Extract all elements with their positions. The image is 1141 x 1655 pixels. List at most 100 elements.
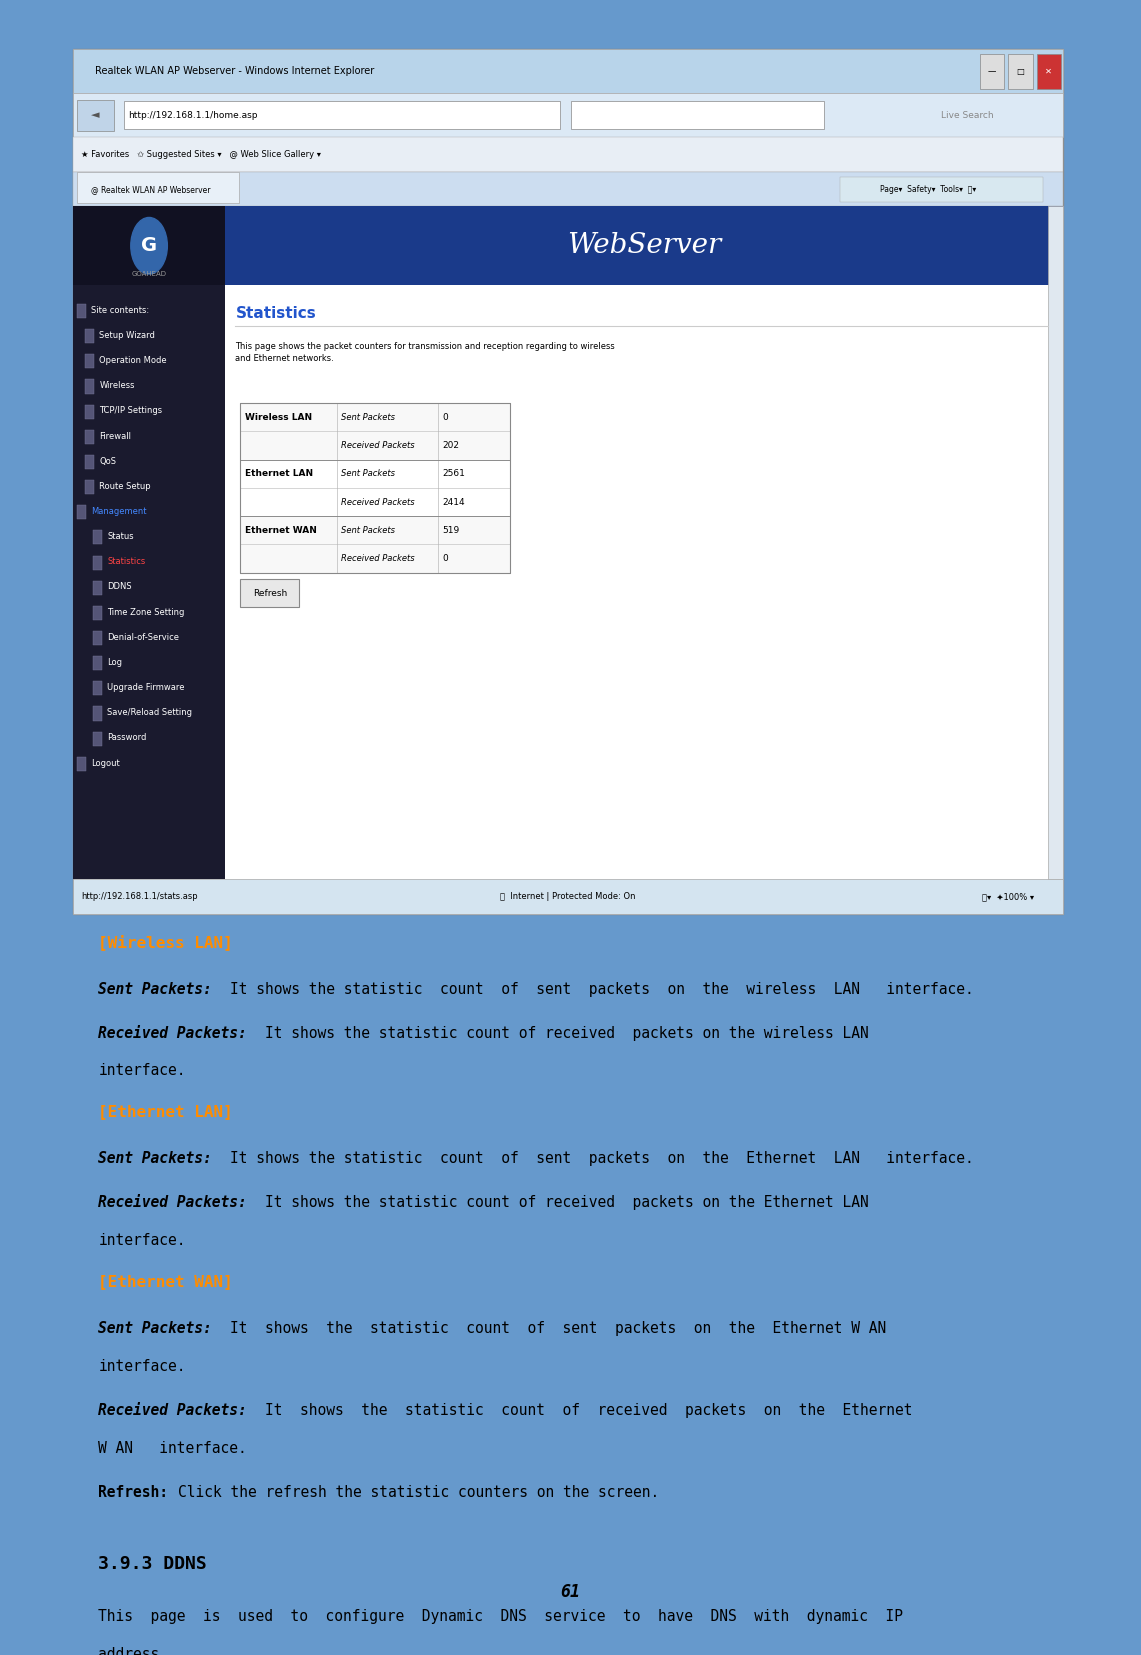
FancyBboxPatch shape [241, 432, 510, 460]
Text: It shows the statistic  count  of  sent  packets  on  the  wireless  LAN   inter: It shows the statistic count of sent pac… [230, 981, 974, 996]
FancyBboxPatch shape [94, 581, 103, 594]
Text: 3.9.3 DDNS: 3.9.3 DDNS [98, 1556, 207, 1574]
Text: Received Packets:: Received Packets: [98, 1026, 248, 1041]
FancyBboxPatch shape [94, 556, 103, 569]
Text: Received Packets: Received Packets [341, 498, 414, 506]
FancyBboxPatch shape [73, 50, 1063, 914]
Text: DDNS: DDNS [107, 583, 132, 591]
Text: ◄: ◄ [91, 111, 99, 121]
Text: interface.: interface. [98, 1063, 186, 1079]
Text: 0: 0 [443, 554, 448, 563]
FancyBboxPatch shape [76, 99, 114, 131]
Text: G: G [141, 237, 157, 255]
FancyBboxPatch shape [1047, 207, 1063, 879]
Text: Ethernet LAN: Ethernet LAN [244, 470, 313, 478]
Text: Received Packets: Received Packets [341, 440, 414, 450]
Text: Sent Packets:: Sent Packets: [98, 1152, 212, 1167]
FancyBboxPatch shape [73, 207, 225, 879]
Text: QoS: QoS [99, 457, 116, 465]
FancyBboxPatch shape [241, 544, 510, 573]
FancyBboxPatch shape [94, 707, 103, 720]
FancyBboxPatch shape [94, 682, 103, 695]
FancyBboxPatch shape [94, 655, 103, 670]
Text: interface.: interface. [98, 1233, 186, 1248]
FancyBboxPatch shape [73, 93, 1063, 137]
Text: It shows the statistic  count  of  sent  packets  on  the  Ethernet  LAN   inter: It shows the statistic count of sent pac… [230, 1152, 974, 1167]
Text: 519: 519 [443, 526, 460, 535]
Text: Realtek WLAN AP Webserver - Windows Internet Explorer: Realtek WLAN AP Webserver - Windows Inte… [95, 66, 374, 76]
FancyBboxPatch shape [241, 404, 510, 432]
Text: Save/Reload Setting: Save/Reload Setting [107, 708, 193, 717]
Text: Sent Packets: Sent Packets [341, 526, 395, 535]
Text: @ Realtek WLAN AP Webserver: @ Realtek WLAN AP Webserver [91, 185, 211, 194]
Text: GOAHEAD: GOAHEAD [131, 271, 167, 276]
Text: [Wireless LAN]: [Wireless LAN] [98, 935, 233, 950]
FancyBboxPatch shape [73, 879, 1063, 914]
Text: Statistics: Statistics [107, 558, 146, 566]
Text: Sent Packets:: Sent Packets: [98, 981, 212, 996]
Text: [Ethernet LAN]: [Ethernet LAN] [98, 1104, 233, 1119]
Text: 202: 202 [443, 440, 460, 450]
FancyBboxPatch shape [73, 50, 1063, 93]
Text: interface.: interface. [98, 1359, 186, 1374]
FancyBboxPatch shape [86, 404, 95, 419]
Text: W AN   interface.: W AN interface. [98, 1440, 248, 1456]
Text: Sent Packets: Sent Packets [341, 412, 395, 422]
Text: Received Packets:: Received Packets: [98, 1403, 248, 1418]
Text: It shows the statistic count of received  packets on the wireless LAN: It shows the statistic count of received… [265, 1026, 868, 1041]
FancyBboxPatch shape [241, 488, 510, 516]
FancyBboxPatch shape [73, 207, 225, 285]
Text: Sent Packets: Sent Packets [341, 470, 395, 478]
Text: 0: 0 [443, 412, 448, 422]
Text: 🔒▾  ✦100% ▾: 🔒▾ ✦100% ▾ [981, 892, 1034, 902]
FancyBboxPatch shape [86, 480, 95, 495]
Text: Refresh: Refresh [253, 589, 288, 597]
FancyBboxPatch shape [1009, 55, 1033, 88]
Text: Wireless LAN: Wireless LAN [244, 412, 311, 422]
Text: Setup Wizard: Setup Wizard [99, 331, 155, 339]
FancyBboxPatch shape [86, 430, 95, 444]
Text: Status: Status [107, 533, 133, 541]
Text: Ethernet WAN: Ethernet WAN [244, 526, 316, 535]
Text: ★ Favorites   ✩ Suggested Sites ▾   @ Web Slice Gallery ▾: ★ Favorites ✩ Suggested Sites ▾ @ Web Sl… [81, 151, 321, 159]
FancyBboxPatch shape [73, 207, 1063, 879]
Text: Route Setup: Route Setup [99, 482, 151, 492]
FancyBboxPatch shape [94, 732, 103, 746]
Text: TCP/IP Settings: TCP/IP Settings [99, 407, 162, 415]
FancyBboxPatch shape [241, 460, 510, 488]
Text: —: — [988, 66, 996, 76]
Text: 2414: 2414 [443, 498, 466, 506]
Text: Upgrade Firmware: Upgrade Firmware [107, 684, 185, 692]
FancyBboxPatch shape [1037, 55, 1061, 88]
Text: [Ethernet WAN]: [Ethernet WAN] [98, 1274, 233, 1289]
Text: It shows the statistic count of received  packets on the Ethernet LAN: It shows the statistic count of received… [265, 1195, 868, 1210]
Text: ✕: ✕ [1045, 66, 1052, 76]
FancyBboxPatch shape [241, 516, 510, 544]
Text: It  shows  the  statistic  count  of  sent  packets  on  the  Ethernet W AN: It shows the statistic count of sent pac… [230, 1321, 887, 1336]
Text: Password: Password [107, 733, 147, 743]
Text: http://192.168.1.1/stats.asp: http://192.168.1.1/stats.asp [81, 892, 197, 902]
FancyBboxPatch shape [86, 329, 95, 343]
Text: □: □ [1017, 66, 1025, 76]
Text: Live Search: Live Search [941, 111, 994, 119]
Text: This  page  is  used  to  configure  Dynamic  DNS  service  to  have  DNS  with : This page is used to configure Dynamic D… [98, 1609, 904, 1624]
FancyBboxPatch shape [86, 354, 95, 369]
FancyBboxPatch shape [980, 55, 1004, 88]
Text: Wireless: Wireless [99, 381, 135, 391]
Text: WebServer: WebServer [567, 232, 721, 260]
Text: Logout: Logout [91, 758, 120, 768]
Text: 🌐  Internet | Protected Mode: On: 🌐 Internet | Protected Mode: On [500, 892, 636, 902]
Text: Received Packets: Received Packets [341, 554, 414, 563]
FancyBboxPatch shape [73, 207, 1063, 285]
FancyBboxPatch shape [73, 137, 1063, 172]
Text: It  shows  the  statistic  count  of  received  packets  on  the  Ethernet: It shows the statistic count of received… [265, 1403, 913, 1418]
FancyBboxPatch shape [840, 177, 1043, 202]
FancyBboxPatch shape [76, 172, 240, 204]
FancyBboxPatch shape [86, 455, 95, 468]
FancyBboxPatch shape [241, 579, 299, 607]
FancyBboxPatch shape [94, 606, 103, 621]
FancyBboxPatch shape [86, 379, 95, 394]
FancyBboxPatch shape [76, 505, 86, 520]
FancyBboxPatch shape [76, 305, 86, 318]
Text: Management: Management [91, 506, 147, 516]
